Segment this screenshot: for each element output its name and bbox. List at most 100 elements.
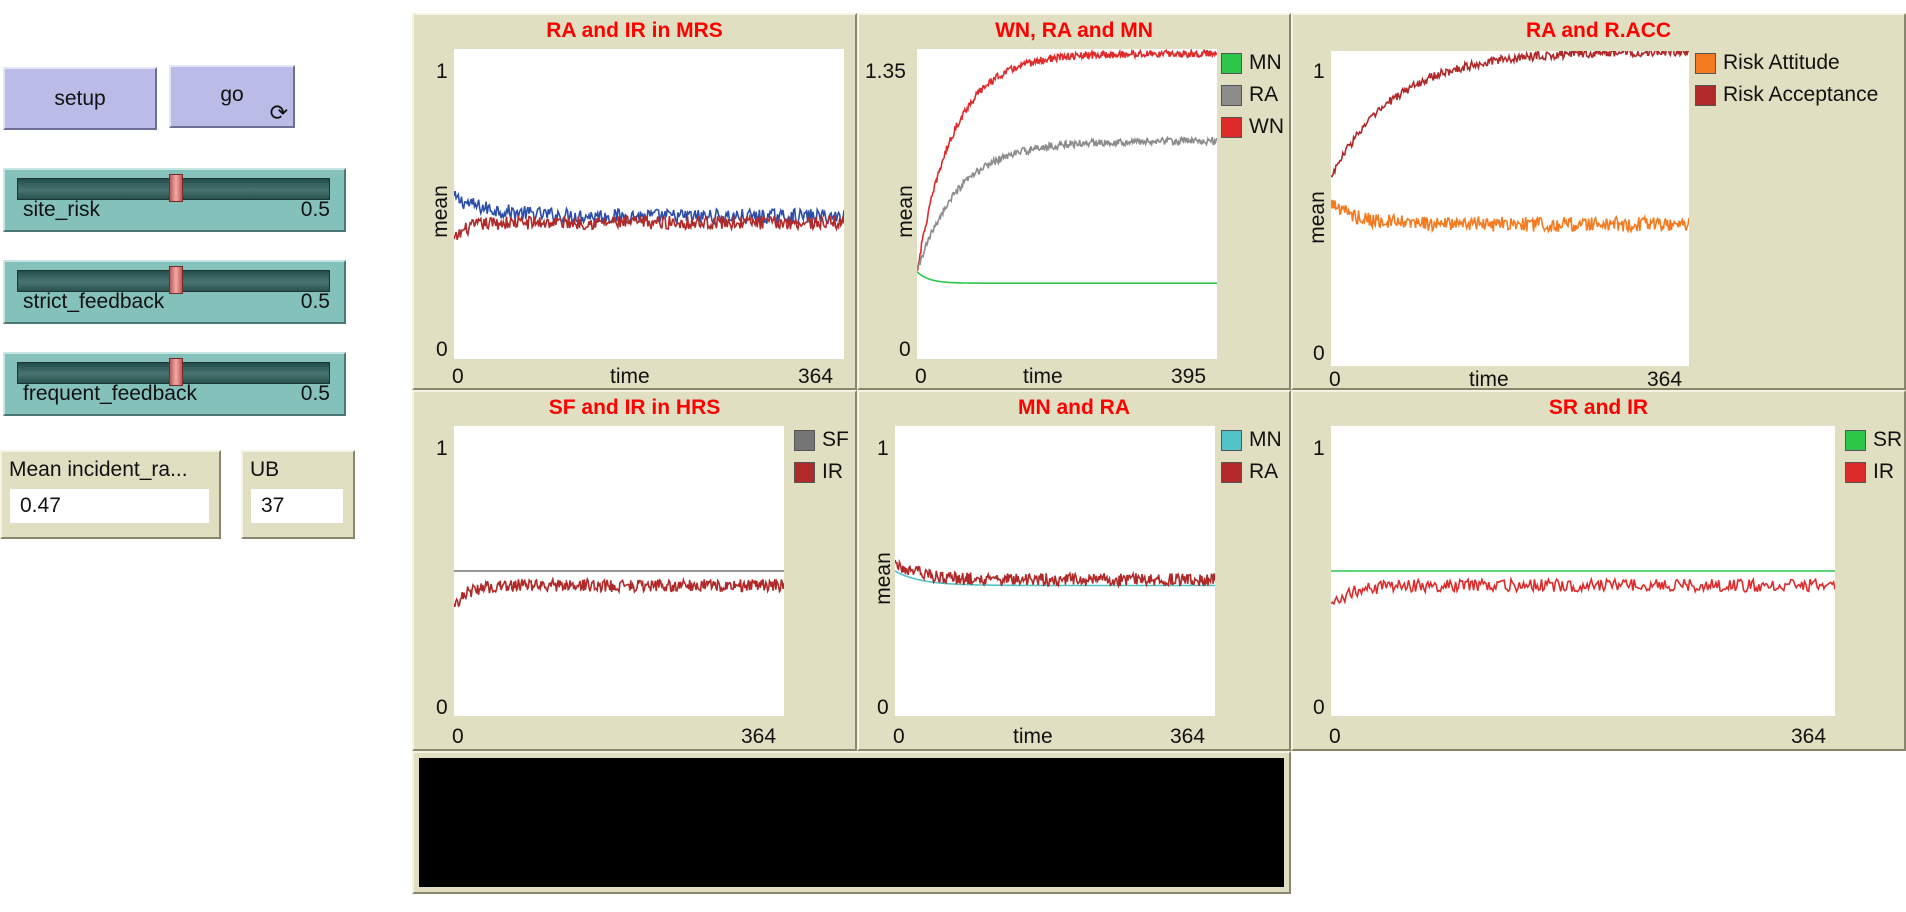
x-min-label: 0 bbox=[1329, 368, 1341, 391]
y-min-label: 0 bbox=[436, 338, 448, 361]
x-axis-label: time bbox=[1023, 365, 1063, 388]
legend-swatch bbox=[1221, 116, 1242, 138]
frequent-feedback-slider[interactable]: frequent_feedback 0.5 bbox=[3, 352, 346, 416]
plot-canvas bbox=[454, 426, 784, 716]
plot-title: RA and R.ACC bbox=[1525, 19, 1672, 42]
x-max-label: 364 bbox=[741, 725, 777, 748]
x-min-label: 0 bbox=[915, 365, 927, 388]
legend-swatch bbox=[794, 429, 815, 451]
monitor-value: 37 bbox=[251, 489, 343, 523]
legend-label: MN bbox=[1249, 51, 1282, 74]
plot-canvas bbox=[454, 49, 844, 359]
y-axis-label: mean bbox=[893, 185, 917, 238]
series-line bbox=[895, 558, 1215, 589]
series-line bbox=[895, 570, 1215, 587]
slider-value: 0.5 bbox=[300, 198, 330, 221]
legend-label: RA bbox=[1249, 460, 1279, 483]
y-max-label: 1 bbox=[436, 437, 448, 460]
legend-label: SR bbox=[1873, 428, 1903, 451]
plot-mn-ra: MN and RA 1 0 mean 0 time 364 MN RA bbox=[857, 390, 1291, 751]
y-max-label: 1 bbox=[877, 437, 889, 460]
legend-swatch bbox=[1221, 429, 1242, 451]
output-text-area[interactable] bbox=[419, 758, 1284, 887]
plot-canvas bbox=[1331, 426, 1835, 716]
y-max-label: 1.35 bbox=[865, 60, 906, 83]
legend-label: MN bbox=[1249, 428, 1282, 451]
setup-button[interactable]: setup bbox=[3, 67, 157, 130]
slider-thumb[interactable] bbox=[169, 174, 183, 202]
x-min-label: 0 bbox=[893, 725, 905, 748]
legend-item-ir: IR bbox=[794, 456, 849, 488]
slider-thumb[interactable] bbox=[169, 266, 183, 294]
go-button[interactable]: go ⟳ bbox=[169, 65, 295, 128]
plot-title: WN, RA and MN bbox=[995, 19, 1153, 42]
x-max-label: 364 bbox=[1170, 725, 1206, 748]
go-button-label: go bbox=[220, 82, 244, 106]
legend-swatch bbox=[1695, 52, 1716, 74]
legend-swatch bbox=[1221, 84, 1242, 106]
plot-canvas bbox=[1331, 51, 1689, 366]
strict-feedback-slider[interactable]: strict_feedback 0.5 bbox=[3, 260, 346, 324]
x-axis-label: time bbox=[1013, 725, 1053, 748]
legend-item-ra: RA bbox=[1221, 79, 1284, 111]
legend-swatch bbox=[1695, 84, 1716, 106]
legend-item-ir: IR bbox=[1845, 456, 1902, 488]
plot-wn-ra-mn: WN, RA and MN 1.35 0 mean 0 time 395 MN … bbox=[857, 13, 1291, 390]
legend-label: Risk Acceptance bbox=[1723, 83, 1879, 106]
x-axis-label: time bbox=[1469, 368, 1509, 391]
plot-title: MN and RA bbox=[1018, 396, 1130, 419]
series-line bbox=[1331, 576, 1835, 606]
x-max-label: 364 bbox=[1791, 725, 1827, 748]
series-line bbox=[917, 271, 1217, 284]
slider-name: frequent_feedback bbox=[23, 382, 197, 405]
plot-title: SF and IR in HRS bbox=[548, 396, 721, 419]
series-line bbox=[454, 576, 784, 608]
monitor-label: UB bbox=[250, 458, 280, 481]
legend-label: IR bbox=[1873, 460, 1894, 483]
slider-value: 0.5 bbox=[300, 382, 330, 405]
legend-swatch bbox=[1845, 461, 1866, 483]
slider-value: 0.5 bbox=[300, 290, 330, 313]
ub-monitor: UB 37 bbox=[241, 450, 355, 539]
y-max-label: 1 bbox=[436, 60, 448, 83]
x-axis-label: time bbox=[610, 365, 650, 388]
setup-button-label: setup bbox=[54, 86, 106, 110]
x-min-label: 0 bbox=[452, 365, 464, 388]
legend-label: Risk Attitude bbox=[1723, 51, 1840, 74]
legend-item-mn: MN bbox=[1221, 47, 1284, 79]
mean-incident-rate-monitor: Mean incident_ra... 0.47 bbox=[0, 450, 221, 539]
plot-ra-ir-mrs: RA and IR in MRS 1 0 mean 0 time 364 bbox=[412, 13, 857, 390]
legend-item-wn: WN bbox=[1221, 111, 1284, 143]
legend-label: IR bbox=[822, 460, 843, 483]
legend-swatch bbox=[794, 461, 815, 483]
series-line bbox=[917, 135, 1217, 271]
plot-title: SR and IR bbox=[1548, 396, 1649, 419]
y-axis-label: mean bbox=[428, 185, 452, 238]
x-max-label: 364 bbox=[798, 365, 834, 388]
y-axis-label: mean bbox=[871, 552, 895, 605]
legend-label: WN bbox=[1249, 115, 1284, 138]
site-risk-slider[interactable]: site_risk 0.5 bbox=[3, 168, 346, 232]
legend-item-sr: SR bbox=[1845, 424, 1902, 456]
x-min-label: 0 bbox=[1329, 725, 1341, 748]
x-min-label: 0 bbox=[452, 725, 464, 748]
plot-legend: SR IR bbox=[1845, 424, 1902, 488]
plot-legend: MN RA WN bbox=[1221, 47, 1284, 143]
monitor-label: Mean incident_ra... bbox=[9, 458, 188, 481]
plot-sr-ir: SR and IR 1 0 0 364 SR IR bbox=[1291, 390, 1906, 751]
series-line bbox=[454, 213, 844, 240]
x-max-label: 364 bbox=[1647, 368, 1683, 391]
slider-name: site_risk bbox=[23, 198, 101, 221]
monitor-value: 0.47 bbox=[10, 489, 209, 523]
plot-legend: SF IR bbox=[794, 424, 849, 488]
y-min-label: 0 bbox=[877, 696, 889, 719]
slider-thumb[interactable] bbox=[169, 358, 183, 386]
slider-name: strict_feedback bbox=[23, 290, 165, 313]
output-area[interactable] bbox=[412, 751, 1291, 894]
y-axis-label: mean bbox=[1305, 191, 1329, 244]
legend-item-risk-attitude: Risk Attitude bbox=[1695, 47, 1878, 79]
legend-label: RA bbox=[1249, 83, 1279, 106]
legend-label: SF bbox=[822, 428, 849, 451]
legend-swatch bbox=[1221, 52, 1242, 74]
legend-item-ra: RA bbox=[1221, 456, 1282, 488]
